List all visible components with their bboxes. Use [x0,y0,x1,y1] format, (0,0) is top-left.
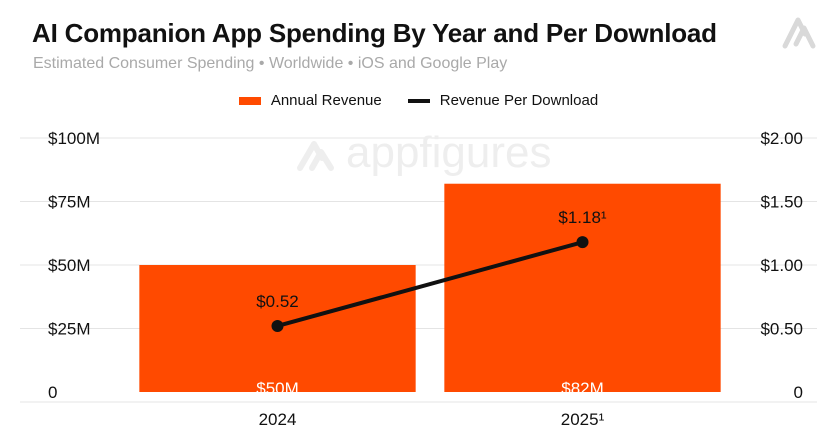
legend-item-revenue-per-download: Revenue Per Download [407,92,599,109]
bar-value-label: $82M [561,379,604,398]
legend-label-annual-revenue: Annual Revenue [270,92,382,109]
line-value-label: $0.52 [256,292,299,311]
line-point [576,236,589,249]
appfigures-logo-icon [782,17,816,49]
y-left-tick-label: $50M [48,256,91,275]
bar-value-label: $50M [256,379,299,398]
y-right-tick-label: $1.50 [760,193,803,212]
x-category-label: 2024 [259,410,297,429]
y-right-tick-label: $2.00 [760,129,803,148]
legend-swatch-bar [238,96,261,105]
legend-swatch-line [407,98,430,103]
y-left-tick-label: $75M [48,193,91,212]
line-value-label: $1.18¹ [558,208,607,227]
y-left-tick-label: 0 [48,383,57,402]
y-right-tick-label: $1.00 [760,256,803,275]
y-left-tick-label: $100M [48,129,100,148]
chart-title: AI Companion App Spending By Year and Pe… [32,18,717,48]
series-line [275,240,585,328]
watermark-text: appfigures [346,128,551,177]
legend-item-annual-revenue: Annual Revenue [238,92,382,109]
chart-subtitle: Estimated Consumer Spending • Worldwide … [33,55,508,72]
y-right-tick-label: $0.50 [760,320,803,339]
watermark-logo-icon [297,141,334,171]
y-right-tick-label: 0 [794,383,803,402]
y-left-tick-label: $25M [48,320,91,339]
line-point [271,319,284,332]
bar [444,183,721,392]
x-category-label: 2025¹ [561,410,605,429]
legend-label-revenue-per-download: Revenue Per Download [439,92,599,109]
legend: Annual Revenue Revenue Per Download [0,92,837,109]
